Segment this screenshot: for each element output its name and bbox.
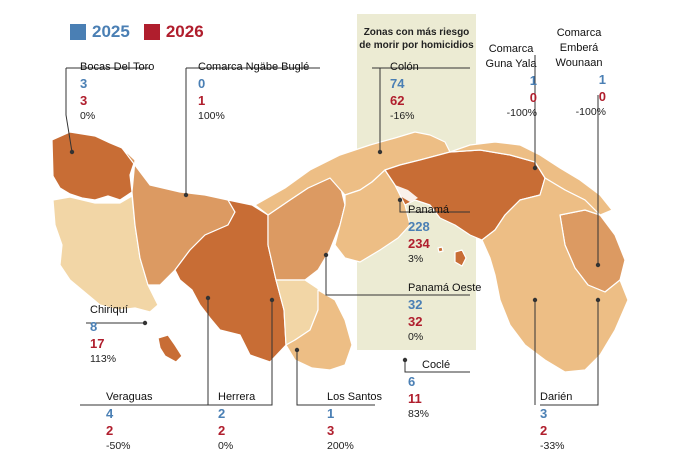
region-name: Chiriquí	[90, 304, 128, 316]
change-pct: 0%	[80, 110, 96, 122]
value-2026: 17	[90, 336, 105, 351]
value-2026: 3	[80, 93, 88, 108]
change-pct: -100%	[506, 107, 537, 119]
value-2025: 4	[106, 406, 114, 421]
value-2025: 3	[80, 76, 88, 91]
change-pct: 0%	[408, 331, 424, 343]
legend-label-2026: 2026	[165, 22, 204, 41]
label-los-santos: Los Santos 1 3 200%	[327, 390, 382, 453]
risk-zone-title: Zonas con más riesgo de morir por homici…	[359, 27, 474, 51]
label-darien: Darién 3 2 -33%	[540, 390, 572, 453]
value-2025: 6	[408, 374, 416, 389]
value-2026: 2	[106, 423, 114, 438]
region-name: Comarca Guna Yala	[485, 43, 537, 70]
value-2025: 1	[529, 73, 537, 88]
leader-lines	[65, 55, 599, 406]
region-name: Panamá Oeste	[408, 282, 482, 294]
label-colon: Colón 74 62 -16%	[390, 60, 419, 123]
value-2026: 11	[408, 391, 422, 406]
label-herrera: Herrera 2 2 0%	[218, 390, 255, 453]
island-small	[437, 246, 444, 253]
change-pct: 3%	[408, 253, 424, 265]
label-panama: Panamá 228 234 3%	[408, 203, 449, 266]
change-pct: -100%	[575, 106, 606, 118]
region-bocas-del-toro	[51, 131, 136, 201]
region-los-santos	[285, 289, 353, 371]
region-name: Los Santos	[327, 391, 383, 403]
change-pct: 100%	[198, 110, 225, 122]
value-2026: 0	[529, 90, 537, 105]
provinces	[51, 131, 629, 373]
region-guna-yala	[449, 141, 613, 216]
value-2026: 3	[327, 423, 335, 438]
region-chiriqui	[52, 195, 159, 313]
value-2025: 32	[408, 297, 423, 312]
label-cocle: Coclé 6 11 83%	[408, 358, 450, 421]
change-pct: 113%	[90, 353, 117, 365]
legend-swatch-2025	[70, 24, 86, 40]
value-2026: 234	[408, 236, 430, 251]
region-name: Darién	[540, 391, 573, 403]
value-2025: 1	[327, 406, 335, 421]
value-2026: 1	[198, 93, 206, 108]
region-name: Coclé	[422, 359, 451, 371]
legend: 2025 2026	[70, 22, 218, 42]
value-2026: 2	[218, 423, 226, 438]
island-las-perlas	[454, 249, 467, 267]
value-2026: 0	[598, 89, 606, 104]
value-2026: 62	[390, 93, 405, 108]
region-name: Comarca Emberá Wounaan	[555, 27, 603, 69]
region-name: Bocas Del Toro	[80, 61, 155, 73]
change-pct: 200%	[327, 440, 354, 452]
leader-dots	[69, 149, 601, 363]
change-pct: -50%	[106, 440, 131, 452]
island-coiba	[157, 334, 183, 363]
region-panama-oeste	[334, 169, 411, 263]
label-panama-oeste: Panamá Oeste 32 32 0%	[408, 281, 481, 344]
label-chiriqui: Chiriquí 8 17 113%	[90, 303, 128, 366]
region-name: Colón	[390, 61, 419, 73]
label-ngabe-bugle: Comarca Ngäbe Buglé 0 1 100%	[198, 60, 309, 123]
change-pct: -33%	[540, 440, 565, 452]
value-2025: 3	[540, 406, 548, 421]
value-2025: 2	[218, 406, 226, 421]
label-bocas-del-toro: Bocas Del Toro 3 3 0%	[80, 60, 154, 123]
region-darien	[481, 177, 629, 373]
label-guna-yala: Comarca Guna Yala 1 0 -100%	[485, 42, 537, 120]
value-2026: 32	[408, 314, 423, 329]
value-2025: 1	[598, 72, 606, 87]
value-2025: 0	[198, 76, 206, 91]
region-name: Veraguas	[106, 391, 153, 403]
label-veraguas: Veraguas 4 2 -50%	[106, 390, 152, 453]
value-2025: 228	[408, 219, 430, 234]
region-name: Panamá	[408, 204, 449, 216]
region-name: Comarca Ngäbe Buglé	[198, 61, 310, 73]
change-pct: 83%	[408, 408, 430, 420]
region-name: Herrera	[218, 391, 256, 403]
label-embera-wounaan: Comarca Emberá Wounaan 1 0 -100%	[552, 26, 606, 119]
change-pct: -16%	[390, 110, 415, 122]
value-2025: 8	[90, 319, 98, 334]
lake-icon	[395, 185, 418, 202]
change-pct: 0%	[218, 440, 234, 452]
legend-label-2025: 2025	[92, 22, 130, 41]
value-2026: 2	[540, 423, 548, 438]
value-2025: 74	[390, 76, 405, 91]
legend-swatch-2026	[143, 24, 160, 40]
